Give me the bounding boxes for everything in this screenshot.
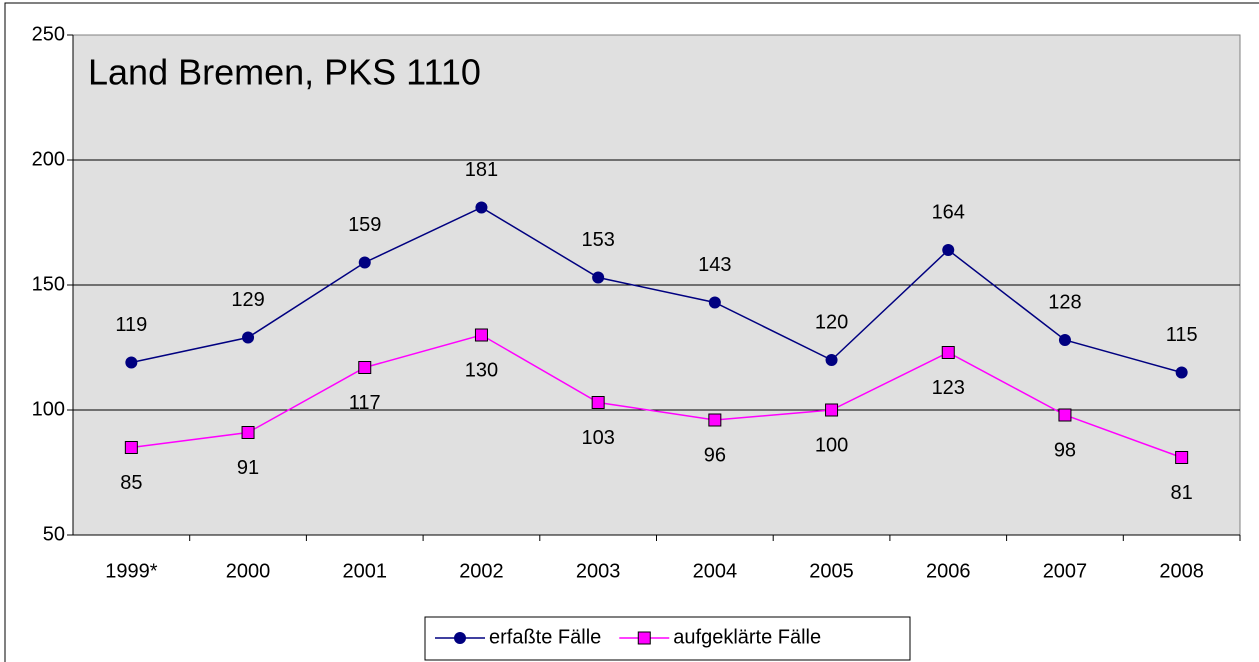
x-tick-label: 2004 [693, 560, 738, 582]
data-point [474, 328, 488, 342]
data-label: 128 [1048, 291, 1081, 313]
y-tick-label: 200 [32, 148, 65, 170]
data-point [241, 426, 255, 439]
data-point [825, 403, 839, 417]
data-point [708, 296, 721, 309]
x-tick-label: 1999* [105, 560, 157, 582]
data-point [1175, 451, 1189, 464]
data-point [1058, 408, 1072, 422]
data-point [358, 256, 371, 269]
x-tick-label: 2006 [926, 560, 971, 582]
data-label: 85 [120, 472, 142, 494]
data-label: 98 [1054, 439, 1076, 461]
data-label: 181 [465, 159, 498, 181]
x-tick-label: 2005 [809, 560, 854, 582]
x-tick-label: 2003 [576, 560, 621, 582]
data-label: 103 [581, 427, 614, 449]
legend-marker [454, 632, 466, 644]
x-tick-label: 2007 [1043, 560, 1088, 582]
legend-label: aufgeklärte Fälle [673, 626, 821, 648]
data-point [475, 201, 488, 214]
x-tick-label: 2002 [459, 560, 504, 582]
data-label: 100 [815, 434, 848, 456]
data-point [1058, 334, 1071, 346]
legend-marker [637, 631, 651, 645]
x-tick-label: 2008 [1159, 560, 1204, 582]
data-point [124, 441, 138, 454]
data-point [242, 331, 255, 344]
data-label: 115 [1166, 324, 1198, 346]
chart-title: Land Bremen, PKS 1110 [88, 52, 481, 93]
data-label: 130 [465, 359, 498, 381]
y-tick-label: 250 [32, 23, 65, 45]
data-label: 159 [348, 214, 381, 236]
data-label: 143 [698, 254, 731, 276]
data-label: 117 [349, 392, 381, 414]
data-label: 96 [704, 444, 726, 466]
data-point [125, 356, 138, 369]
data-label: 153 [581, 229, 614, 251]
series-line [131, 334, 1182, 459]
data-point [942, 244, 955, 256]
data-label: 129 [231, 289, 264, 311]
data-point [825, 354, 838, 366]
data-label: 81 [1171, 482, 1193, 504]
x-tick-label: 2000 [226, 560, 271, 582]
series-line [131, 206, 1182, 374]
data-point [708, 413, 722, 427]
data-label: 123 [932, 377, 965, 399]
data-point [591, 396, 605, 409]
data-label: 91 [237, 457, 259, 479]
data-label: 119 [115, 314, 147, 336]
data-point [592, 271, 605, 284]
legend-label: erfaßte Fälle [489, 626, 601, 648]
data-label: 164 [932, 201, 965, 223]
y-tick-label: 50 [43, 523, 65, 545]
data-point [1175, 366, 1188, 379]
data-point [941, 346, 955, 359]
x-tick-label: 2001 [343, 560, 388, 582]
y-tick-label: 100 [32, 398, 65, 420]
data-point [358, 361, 372, 374]
data-label: 120 [815, 311, 848, 333]
y-tick-label: 150 [32, 273, 65, 295]
